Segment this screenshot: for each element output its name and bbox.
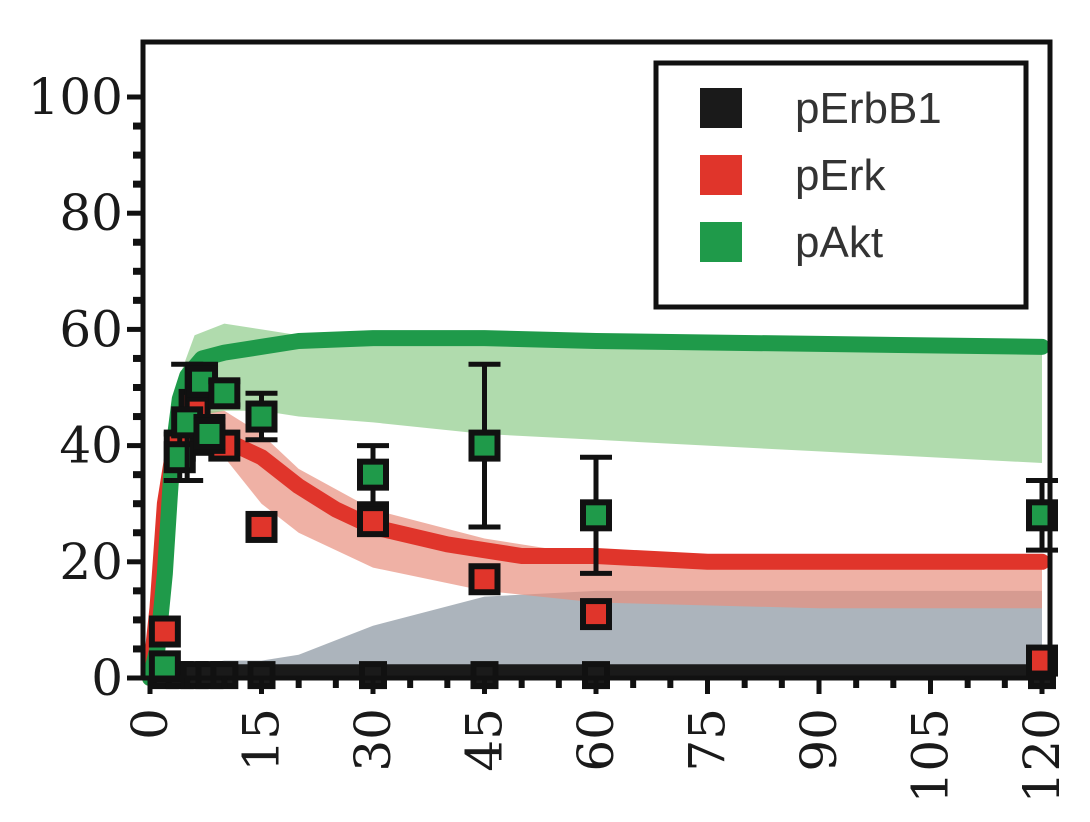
x-axis: 0 15 30 45 60 75 90 105 120	[121, 678, 1071, 803]
point-pAkt-8	[468, 429, 501, 462]
y-tick-label: 60	[59, 300, 123, 358]
legend: pErbB1 pErk pAkt	[653, 60, 1029, 310]
point-pAkt-4	[193, 417, 226, 450]
point-pErk-6	[357, 505, 389, 538]
point-pErk-7	[468, 563, 501, 596]
model-line-pAkt	[142, 330, 1050, 686]
x-tick-label: 15	[233, 708, 291, 772]
legend-label-pAkt: pAkt	[795, 218, 883, 267]
point-pErk-8	[580, 598, 612, 631]
legend-swatch-pErk	[700, 155, 742, 195]
x-tick-label: 75	[679, 708, 737, 772]
x-tick-label: 30	[344, 708, 402, 772]
data-points	[148, 361, 1058, 690]
point-pAkt-5	[208, 377, 241, 410]
point-pErk-0	[148, 615, 181, 648]
point-pAkt-6	[245, 400, 278, 433]
y-tick-label: 100	[28, 68, 123, 126]
point-pAkt-7	[357, 458, 389, 491]
x-tick-label: 120	[1013, 708, 1071, 803]
legend-label-pErk: pErk	[795, 151, 886, 200]
y-tick-label: 0	[91, 649, 123, 707]
x-tick-label: 105	[902, 708, 960, 803]
x-tick-label: 90	[790, 708, 848, 772]
y-axis: 0 20 40 60 80 100	[28, 68, 143, 707]
x-tick-label: 60	[567, 708, 625, 772]
band-pAkt	[150, 323, 1042, 678]
y-tick-label: 80	[59, 184, 123, 242]
point-pAkt-9	[580, 499, 612, 532]
point-pAkt-0	[148, 650, 181, 683]
y-tick-label: 20	[59, 533, 123, 591]
x-tick-label: 45	[456, 708, 514, 772]
x-tick-label: 0	[121, 708, 179, 740]
legend-swatch-pAkt	[700, 222, 742, 262]
y-tick-label: 40	[59, 417, 123, 475]
legend-swatch-pErbB1	[700, 88, 742, 128]
legend-label-pErbB1: pErbB1	[795, 84, 942, 133]
band-pErbB1	[150, 590, 1042, 678]
point-pErk-5	[245, 510, 278, 543]
